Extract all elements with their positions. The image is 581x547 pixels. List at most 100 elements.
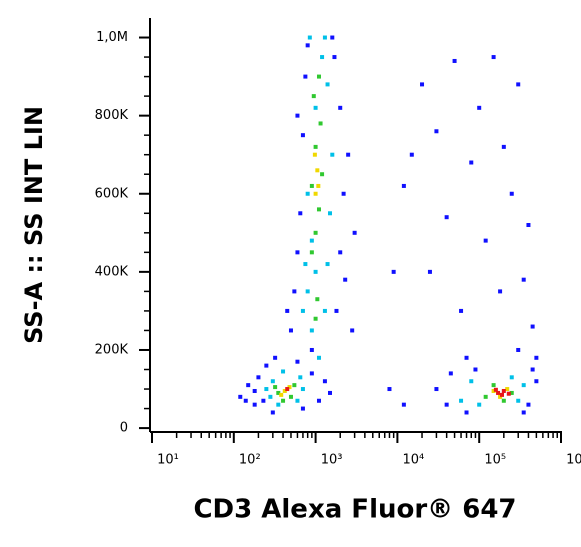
point — [516, 398, 521, 403]
point — [401, 183, 406, 188]
point — [292, 289, 297, 294]
point — [295, 250, 300, 255]
point — [309, 371, 314, 376]
point — [500, 392, 505, 397]
point — [295, 398, 300, 403]
point — [305, 289, 310, 294]
point — [300, 133, 305, 138]
point — [316, 183, 321, 188]
point — [521, 277, 526, 282]
point — [464, 355, 469, 360]
point — [292, 383, 297, 388]
point — [330, 152, 335, 157]
point — [298, 211, 303, 216]
point — [246, 383, 251, 388]
point — [309, 347, 314, 352]
point — [526, 223, 531, 227]
point — [295, 359, 300, 364]
point — [303, 262, 308, 267]
point — [530, 367, 535, 372]
point — [328, 211, 333, 216]
point — [264, 387, 269, 392]
point — [343, 277, 348, 282]
point — [264, 363, 269, 368]
point — [243, 398, 248, 403]
point — [300, 387, 305, 392]
point — [409, 152, 414, 157]
point — [420, 82, 425, 87]
x-tick-label: 10⁶ — [566, 453, 581, 468]
point — [261, 398, 266, 403]
point — [273, 355, 278, 360]
point — [534, 379, 539, 384]
point — [434, 129, 439, 134]
point — [448, 371, 453, 376]
point — [521, 383, 526, 388]
y-axis-label: SS-A :: SS INT LIN — [20, 106, 48, 344]
point — [313, 105, 318, 110]
point — [300, 308, 305, 313]
point — [509, 375, 514, 380]
point — [325, 262, 330, 267]
point — [332, 55, 337, 60]
point — [322, 379, 327, 384]
point — [238, 394, 243, 399]
point — [318, 121, 323, 126]
point — [276, 402, 281, 407]
point — [282, 388, 287, 393]
point — [287, 385, 292, 390]
point — [459, 398, 464, 403]
x-tick-label: 10³ — [321, 453, 343, 468]
point — [305, 43, 310, 48]
point — [434, 387, 439, 392]
y-tick-label: 400K — [95, 264, 129, 279]
y-tick-label: 800K — [95, 108, 129, 123]
point — [312, 152, 317, 157]
point — [491, 55, 496, 60]
point — [477, 402, 482, 407]
x-tick-label: 10¹ — [157, 453, 179, 468]
point — [493, 387, 498, 392]
point — [526, 402, 531, 407]
point — [452, 58, 457, 63]
point — [270, 410, 275, 415]
point — [285, 387, 290, 392]
point — [509, 191, 514, 196]
point — [313, 316, 318, 321]
point — [281, 369, 286, 374]
point — [464, 410, 469, 415]
point — [270, 379, 275, 384]
point — [315, 297, 320, 302]
point — [295, 113, 300, 118]
point — [444, 215, 449, 220]
point — [288, 394, 293, 399]
point — [352, 230, 357, 235]
point — [483, 394, 488, 399]
x-axis-label: CD3 Alexa Fluor® 647 — [193, 495, 516, 525]
point — [387, 387, 392, 392]
point — [298, 375, 303, 380]
y-tick-label: 0 — [120, 421, 128, 436]
point — [315, 168, 320, 173]
point — [252, 402, 257, 407]
point — [256, 375, 261, 380]
point — [316, 207, 321, 212]
point — [350, 328, 355, 333]
point — [496, 390, 501, 395]
point — [300, 406, 305, 411]
point — [491, 388, 496, 393]
point — [320, 55, 325, 60]
point — [505, 387, 510, 392]
point — [288, 328, 293, 333]
point — [330, 35, 335, 40]
point — [303, 74, 308, 79]
point — [311, 94, 316, 99]
y-tick-label: 1,0M — [96, 30, 128, 45]
point — [316, 74, 321, 79]
point — [346, 152, 351, 157]
point — [309, 183, 314, 188]
point — [276, 390, 281, 395]
point — [279, 392, 284, 397]
point — [309, 250, 314, 255]
